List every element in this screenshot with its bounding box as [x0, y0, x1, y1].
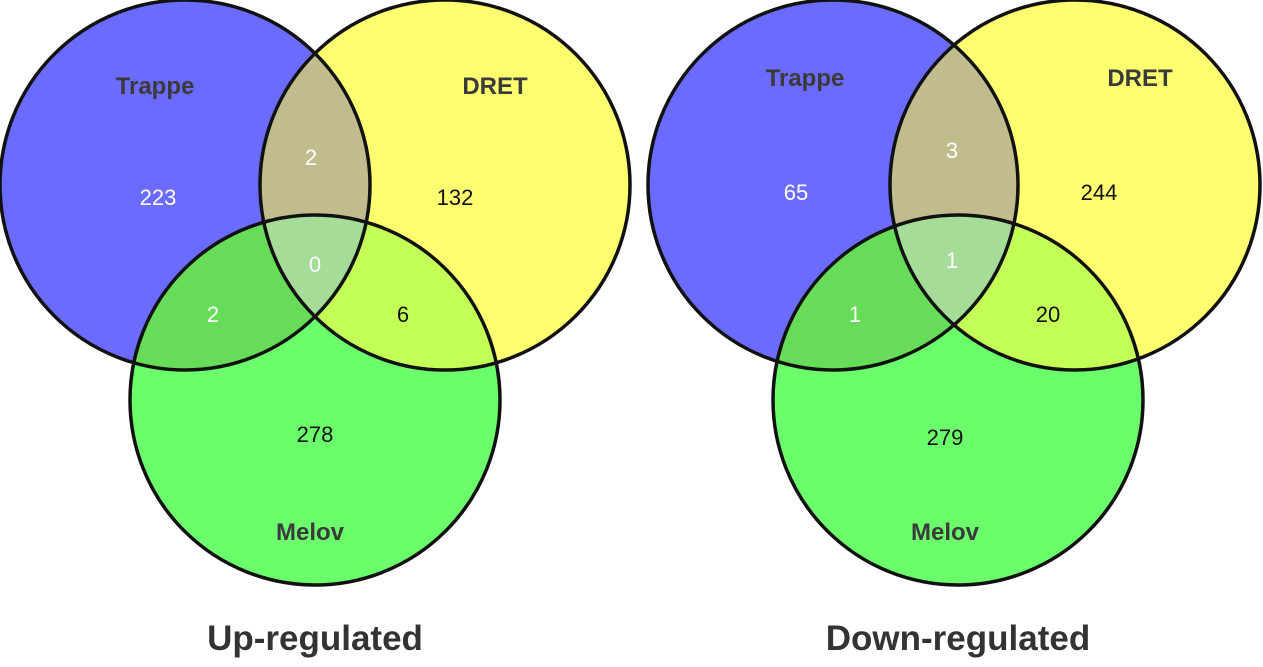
dret-circle-outline — [258, 0, 632, 372]
dret-melov-overlap — [260, 215, 500, 370]
trappe-circle-outline — [646, 0, 1020, 372]
dret-only-count: 132 — [437, 185, 474, 210]
trappe-label: Trappe — [766, 65, 845, 92]
dret-melov-count: 20 — [1036, 302, 1060, 327]
trappe-only-count: 65 — [784, 180, 808, 205]
dret-label: DRET — [462, 73, 528, 100]
trappe-melov-overlap — [773, 215, 1018, 370]
melov-circle-outline — [771, 213, 1145, 587]
melov-only-count: 278 — [297, 422, 334, 447]
panel-title-down-regulated: Down-regulated — [826, 619, 1090, 658]
melov-label: Melov — [276, 519, 345, 546]
venn-panel-up-regulated: Trappe DRET Melov 223 132 278 2 2 6 0 Up… — [0, 0, 632, 658]
all-three-count: 1 — [946, 248, 958, 273]
all-three-count: 0 — [309, 252, 321, 277]
trappe-only-count: 223 — [140, 185, 177, 210]
trappe-label: Trappe — [116, 73, 195, 100]
trappe-circle-outline — [0, 0, 372, 372]
trappe-melov-overlap — [130, 215, 370, 370]
trappe-dret-count: 2 — [305, 145, 317, 170]
dret-label: DRET — [1107, 65, 1173, 92]
dret-melov-overlap — [890, 215, 1143, 370]
panel-title-up-regulated: Up-regulated — [207, 619, 423, 658]
trappe-dret-count: 3 — [946, 138, 958, 163]
dret-only-count: 244 — [1081, 180, 1118, 205]
venn-panel-down-regulated: Trappe DRET Melov 65 244 279 3 1 20 1 Do… — [646, 0, 1262, 658]
trappe-melov-count: 2 — [207, 302, 219, 327]
dret-circle-outline — [888, 0, 1262, 372]
melov-circle-outline — [128, 213, 502, 587]
melov-only-count: 279 — [927, 425, 964, 450]
trappe-melov-count: 1 — [849, 302, 861, 327]
melov-label: Melov — [911, 519, 980, 546]
dret-melov-count: 6 — [397, 302, 409, 327]
